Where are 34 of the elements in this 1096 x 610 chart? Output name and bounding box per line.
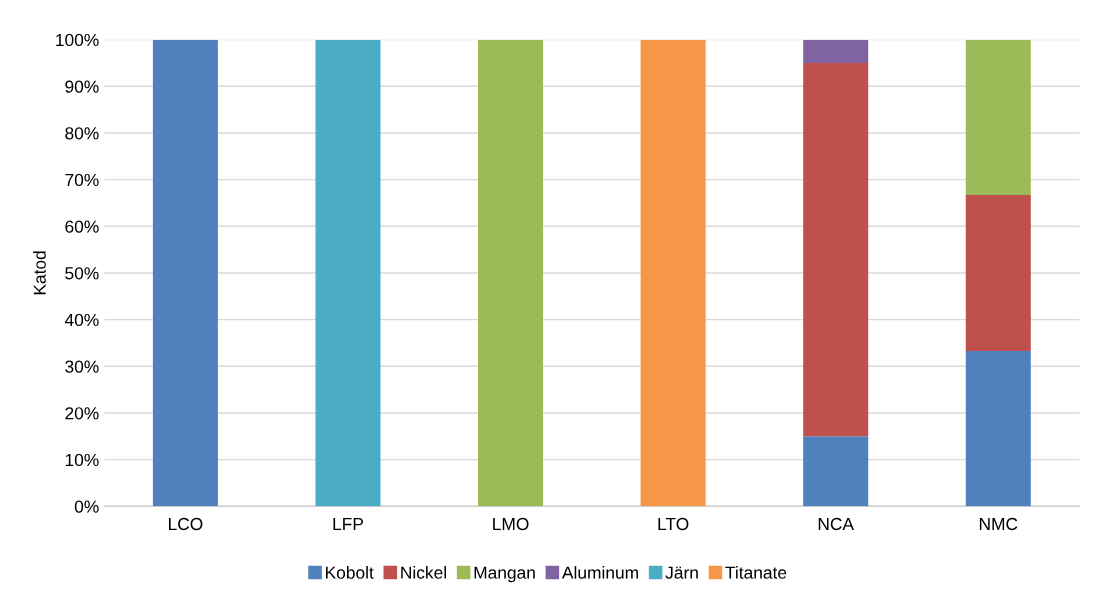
y-axis-title: Katod (33, 251, 46, 295)
legend-label: Kobolt (326, 566, 374, 579)
y-tick-label: 10% (65, 453, 99, 467)
legend-label: Järn (665, 566, 698, 579)
y-tick-label: 100% (56, 33, 99, 47)
y-tick-label: 60% (65, 220, 99, 233)
x-tick-label: LTO (658, 517, 689, 531)
y-tick-label: 90% (65, 80, 99, 93)
bar (315, 39, 381, 507)
y-tick-label: 20% (65, 407, 99, 420)
bar (803, 62, 869, 437)
bar (478, 39, 544, 507)
legend-label: Nickel (401, 566, 446, 579)
legend-label: Aluminum (561, 566, 638, 579)
x-tick-label: LCO (168, 517, 203, 531)
y-tick-label: 80% (65, 127, 99, 140)
bar (965, 350, 1031, 507)
x-tick-label: NMC (979, 517, 1018, 531)
legend-label: Titanate (725, 566, 787, 579)
bar (965, 195, 1031, 351)
bar (152, 39, 218, 507)
x-tick-label: LFP (333, 518, 363, 530)
x-tick-label: NCA (818, 517, 854, 531)
legend-label: Mangan (474, 566, 535, 583)
bar (803, 436, 869, 507)
y-tick-label: 0% (74, 500, 99, 513)
y-tick-label: 70% (65, 173, 99, 187)
bar (803, 39, 869, 63)
y-tick-label: 50% (65, 267, 99, 280)
y-tick-label: 30% (65, 360, 99, 373)
bar (965, 39, 1031, 196)
x-tick-label: LMO (493, 517, 529, 531)
y-tick-label: 40% (64, 313, 99, 327)
bar (640, 39, 706, 507)
